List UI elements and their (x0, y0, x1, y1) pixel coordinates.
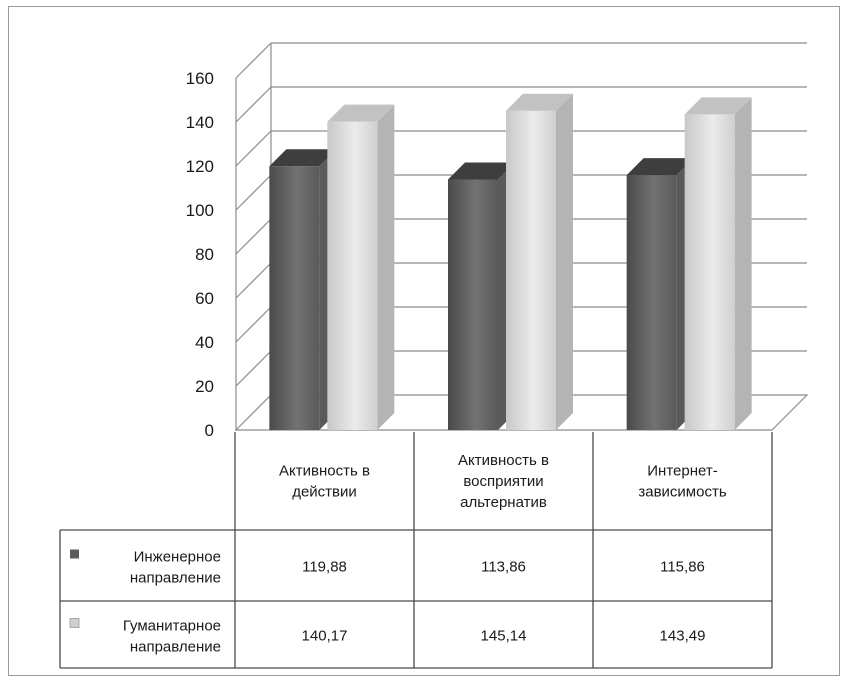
y-tick-label: 140 (186, 113, 214, 132)
gridline-side (235, 350, 272, 387)
bar (327, 104, 395, 430)
legend-key (69, 618, 80, 628)
data-value: 119,88 (302, 559, 347, 576)
bar-front (684, 114, 735, 431)
legend-key (70, 549, 79, 559)
bar-top (269, 149, 337, 167)
bars (269, 93, 752, 431)
gridline-side (235, 306, 272, 343)
bar-side (377, 104, 395, 430)
bar (684, 97, 752, 431)
y-tick-label: 160 (186, 69, 214, 88)
data-value: 113,86 (481, 559, 526, 576)
y-axis: 0 20 40 60 80 100 120 140 160 (186, 69, 214, 440)
legend-label: Гуманитарное направление (123, 618, 221, 656)
bar-front (626, 175, 677, 430)
category-label: Интернет-зависимость (638, 463, 726, 501)
gridline-side (235, 42, 272, 79)
bar-front (327, 121, 378, 430)
bar-front (506, 110, 556, 430)
y-tick-label: 20 (195, 377, 214, 396)
y-tick-label: 120 (186, 157, 214, 176)
category-label: Активность в восприятии альтернатив (458, 452, 549, 511)
category-label: Активность в действии (279, 463, 370, 501)
gridline-side (235, 174, 272, 211)
bar-side (556, 93, 573, 430)
y-tick-label: 80 (195, 245, 214, 264)
bar-top (684, 97, 752, 115)
legend-label: Инженерное направление (130, 549, 221, 587)
bar-top (327, 104, 395, 122)
bar-top (626, 158, 694, 176)
bar (269, 149, 337, 430)
data-table: Активность в действии Активность в восприят… (59, 432, 773, 669)
bar-side (734, 97, 752, 431)
data-value: 143,49 (660, 628, 706, 645)
data-value: 140,17 (302, 628, 348, 645)
gridline-side (235, 218, 272, 255)
y-tick-label: 40 (195, 333, 214, 352)
bar (448, 162, 515, 430)
bar (626, 158, 694, 430)
bar-front (448, 179, 498, 430)
y-tick-label: 60 (195, 289, 214, 308)
y-tick-label: 100 (186, 201, 214, 220)
gridline-side (235, 86, 272, 123)
bar-front (269, 166, 320, 430)
data-value: 145,14 (481, 628, 527, 645)
bar-top (506, 93, 573, 111)
bar (506, 93, 573, 430)
y-tick-label: 0 (205, 421, 214, 440)
data-value: 115,86 (660, 559, 705, 576)
bar-top (448, 162, 515, 180)
gridline-side (235, 262, 272, 299)
gridline-side (235, 130, 272, 167)
